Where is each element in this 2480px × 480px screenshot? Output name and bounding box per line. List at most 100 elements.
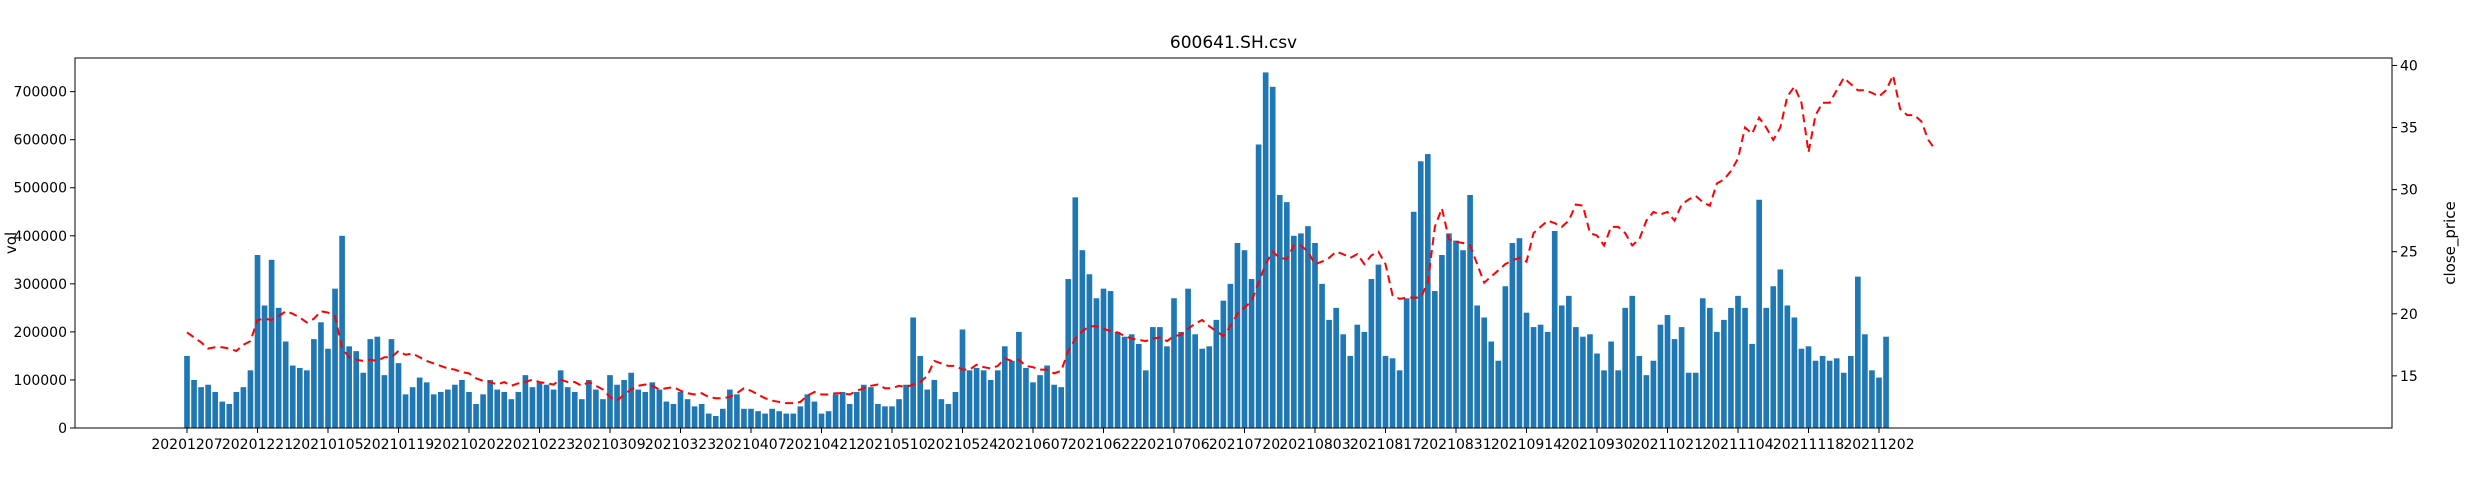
volume-bar	[1805, 346, 1812, 428]
volume-bar	[1516, 238, 1523, 428]
volume-bar	[1347, 355, 1354, 428]
x-tick-label: 20210105	[292, 437, 363, 453]
chart-title: 600641.SH.csv	[1170, 33, 1297, 53]
volume-bar	[1699, 298, 1706, 428]
x-tick-label: 20210510	[856, 437, 927, 453]
volume-bar	[1375, 264, 1382, 428]
volume-bar	[1128, 334, 1135, 428]
volume-bar	[289, 365, 296, 428]
volume-bar	[776, 411, 783, 428]
volume-bar	[642, 391, 649, 428]
volume-bar	[1819, 355, 1826, 428]
volume-bar	[353, 351, 360, 428]
y-tick-label: 400000	[14, 229, 67, 245]
volume-bar	[1114, 331, 1121, 428]
volume-bar	[1051, 384, 1057, 428]
volume-bar	[536, 382, 543, 428]
volume-bar	[839, 391, 846, 428]
volume-bar	[1502, 286, 1509, 428]
volume-bar	[466, 391, 472, 428]
volume-bar	[917, 355, 924, 428]
volume-bar	[1389, 358, 1396, 428]
volume-bar	[1312, 243, 1318, 428]
volume-bar	[762, 413, 768, 428]
volume-bar	[1276, 194, 1283, 428]
volume-bar	[1213, 319, 1220, 428]
volume-bar	[550, 389, 557, 428]
volume-bar	[1587, 334, 1593, 428]
volume-bar	[1798, 348, 1805, 428]
volume-bar	[1354, 324, 1361, 428]
volume-bar	[402, 394, 409, 428]
volume-bar	[1248, 279, 1255, 428]
volume-bar	[1488, 341, 1495, 428]
volume-bar	[473, 403, 479, 428]
y-tick-label: 500000	[14, 181, 67, 197]
volume-bar	[1742, 307, 1748, 428]
volume-bar	[1735, 295, 1741, 428]
volume-bar	[1467, 194, 1473, 428]
volume-bar	[882, 406, 888, 428]
volume-bar	[1544, 331, 1551, 428]
volume-bar	[1763, 307, 1770, 428]
volume-bar	[332, 288, 338, 428]
volume-bar	[1446, 233, 1452, 428]
volume-bar	[1883, 336, 1889, 428]
volume-bar	[783, 413, 790, 428]
volume-bar	[508, 399, 515, 428]
volume-bar	[1001, 346, 1008, 428]
volume-bar	[219, 401, 226, 428]
volume-bar	[1262, 72, 1269, 429]
volume-bar	[416, 377, 423, 428]
volume-bar	[1862, 334, 1868, 428]
volume-bar	[1298, 233, 1304, 428]
volume-bar	[656, 389, 663, 428]
volume-bar	[614, 384, 620, 428]
x-tick-label: 20211202	[1843, 437, 1914, 453]
volume-bar	[578, 399, 585, 428]
volume-bar	[1558, 305, 1565, 428]
volume-bar	[628, 372, 634, 428]
volume-bar	[691, 406, 698, 428]
volume-bar	[522, 375, 529, 428]
volume-bar	[790, 413, 797, 428]
volume-bar	[275, 307, 282, 428]
close-price-line	[186, 72, 1937, 405]
volume-bar	[734, 394, 740, 428]
volume-bar	[1255, 144, 1262, 429]
y2-tick-label: 25	[2400, 245, 2418, 261]
volume-bar	[755, 411, 761, 428]
volume-bar	[959, 329, 966, 428]
volume-bar	[325, 348, 331, 428]
volume-bar	[381, 375, 388, 428]
volume-bar	[409, 387, 416, 428]
volume-bar	[452, 384, 458, 428]
volume-bar	[1643, 375, 1650, 428]
volume-bar	[1192, 334, 1198, 428]
volume-bar	[1481, 317, 1488, 428]
y2-tick-label: 35	[2400, 121, 2418, 137]
volume-bar	[846, 403, 853, 428]
volume-bar	[952, 391, 959, 428]
volume-bar	[1439, 255, 1445, 428]
volume-bar	[296, 367, 303, 428]
x-tick-label: 20210831	[1420, 437, 1491, 453]
x-tick-label: 20210706	[1138, 437, 1209, 453]
volume-bar	[1749, 343, 1755, 428]
volume-bar	[1023, 367, 1029, 428]
volume-bar	[712, 415, 719, 428]
x-tick-label: 20211021	[1632, 437, 1703, 453]
volume-bar	[1565, 295, 1572, 428]
volume-bar	[727, 389, 733, 428]
volume-bar	[1573, 327, 1579, 428]
x-tick-label: 20211118	[1773, 437, 1844, 453]
axes: 0 100000 200000 300000 400000 500000 600000 700…	[14, 57, 2418, 453]
volume-bar	[1121, 336, 1128, 428]
volume-bar	[445, 389, 451, 428]
volume-bar	[818, 413, 825, 428]
volume-bar	[268, 259, 275, 428]
volume-bar	[1171, 298, 1177, 428]
volume-bar	[1150, 327, 1156, 428]
y2-tick-label: 20	[2400, 307, 2418, 323]
x-tick-label: 20211104	[1702, 437, 1773, 453]
